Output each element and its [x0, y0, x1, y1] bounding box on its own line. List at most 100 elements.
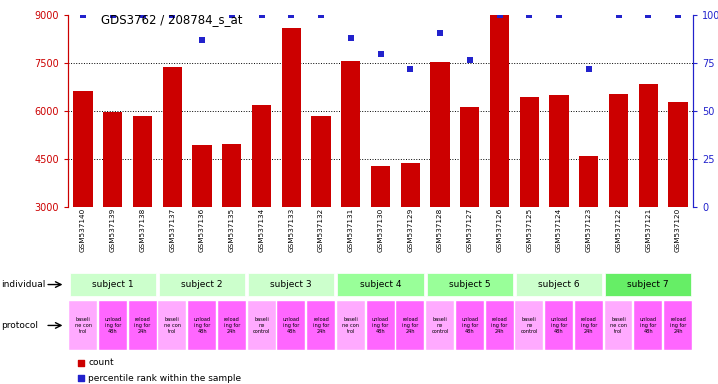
Text: reload
ing for
24h: reload ing for 24h: [670, 317, 686, 334]
Bar: [426, 273, 513, 296]
Text: count: count: [88, 358, 114, 367]
Text: baseli
ne con
trol: baseli ne con trol: [164, 317, 181, 334]
Bar: [192, 145, 212, 207]
Text: unload
ing for
48h: unload ing for 48h: [640, 317, 657, 334]
Bar: [248, 301, 276, 350]
Bar: [73, 91, 93, 207]
Bar: [609, 94, 628, 207]
Text: GSM537127: GSM537127: [467, 207, 472, 252]
Text: reload
ing for
24h: reload ing for 24h: [223, 317, 240, 334]
Bar: [485, 301, 513, 350]
Bar: [337, 301, 365, 350]
Text: baseli
ne
control: baseli ne control: [253, 317, 270, 334]
Text: subject 2: subject 2: [182, 280, 223, 289]
Bar: [337, 273, 424, 296]
Point: [464, 56, 475, 63]
Bar: [430, 62, 449, 207]
Bar: [222, 144, 241, 207]
Bar: [312, 116, 331, 207]
Bar: [638, 84, 658, 207]
Text: GSM537133: GSM537133: [289, 207, 294, 252]
Point: [167, 12, 178, 18]
Text: GSM537125: GSM537125: [526, 207, 532, 252]
Bar: [579, 156, 598, 207]
Text: protocol: protocol: [1, 321, 39, 330]
Text: baseli
ne con
trol: baseli ne con trol: [75, 317, 92, 334]
Bar: [456, 301, 484, 350]
Point: [107, 12, 118, 18]
Bar: [307, 301, 335, 350]
Point: [643, 12, 654, 18]
Bar: [520, 97, 539, 207]
Text: GSM537137: GSM537137: [169, 207, 175, 252]
Bar: [575, 301, 602, 350]
Text: unload
ing for
48h: unload ing for 48h: [372, 317, 389, 334]
Point: [286, 12, 297, 18]
Bar: [133, 116, 152, 207]
Point: [78, 12, 89, 18]
Point: [75, 359, 86, 366]
Bar: [605, 301, 633, 350]
Text: subject 7: subject 7: [628, 280, 669, 289]
Text: reload
ing for
24h: reload ing for 24h: [402, 317, 419, 334]
Bar: [516, 301, 544, 350]
Bar: [549, 95, 569, 207]
Bar: [188, 301, 216, 350]
Bar: [367, 301, 394, 350]
Bar: [401, 163, 420, 207]
Bar: [634, 301, 662, 350]
Text: GSM537135: GSM537135: [229, 207, 235, 252]
Text: GSM537134: GSM537134: [258, 207, 264, 252]
Bar: [163, 66, 182, 207]
Bar: [252, 105, 271, 207]
Text: reload
ing for
24h: reload ing for 24h: [134, 317, 151, 334]
Bar: [103, 112, 123, 207]
Text: baseli
ne
control: baseli ne control: [432, 317, 449, 334]
Point: [494, 12, 505, 18]
Bar: [605, 273, 691, 296]
Bar: [70, 273, 156, 296]
Text: subject 1: subject 1: [92, 280, 134, 289]
Text: individual: individual: [1, 280, 46, 289]
Bar: [396, 301, 424, 350]
Point: [554, 12, 565, 18]
Bar: [460, 107, 480, 207]
Point: [612, 12, 624, 18]
Bar: [490, 15, 509, 207]
Bar: [99, 301, 127, 350]
Text: GDS3762 / 208784_s_at: GDS3762 / 208784_s_at: [101, 13, 242, 26]
Point: [672, 12, 684, 18]
Text: GSM537131: GSM537131: [348, 207, 354, 252]
Bar: [69, 301, 97, 350]
Bar: [341, 61, 360, 207]
Bar: [129, 301, 157, 350]
Point: [583, 66, 595, 72]
Bar: [664, 301, 692, 350]
Text: GSM537126: GSM537126: [497, 207, 503, 252]
Text: GSM537140: GSM537140: [80, 207, 86, 252]
Text: GSM537124: GSM537124: [556, 207, 562, 252]
Point: [523, 12, 535, 18]
Text: reload
ing for
24h: reload ing for 24h: [313, 317, 330, 334]
Point: [75, 375, 86, 381]
Text: GSM537129: GSM537129: [407, 207, 414, 252]
Text: baseli
ne con
trol: baseli ne con trol: [342, 317, 359, 334]
Point: [375, 51, 386, 57]
Text: percentile rank within the sample: percentile rank within the sample: [88, 374, 241, 383]
Bar: [248, 273, 335, 296]
Point: [256, 12, 267, 18]
Point: [137, 12, 149, 18]
Point: [196, 37, 208, 43]
Text: GSM537123: GSM537123: [586, 207, 592, 252]
Text: unload
ing for
48h: unload ing for 48h: [551, 317, 567, 334]
Text: GSM537120: GSM537120: [675, 207, 681, 252]
Bar: [281, 28, 301, 207]
Text: GSM537128: GSM537128: [437, 207, 443, 252]
Text: reload
ing for
24h: reload ing for 24h: [491, 317, 508, 334]
Bar: [516, 273, 602, 296]
Point: [404, 66, 416, 72]
Text: subject 4: subject 4: [360, 280, 401, 289]
Text: subject 6: subject 6: [538, 280, 580, 289]
Bar: [159, 273, 245, 296]
Text: baseli
ne
control: baseli ne control: [521, 317, 538, 334]
